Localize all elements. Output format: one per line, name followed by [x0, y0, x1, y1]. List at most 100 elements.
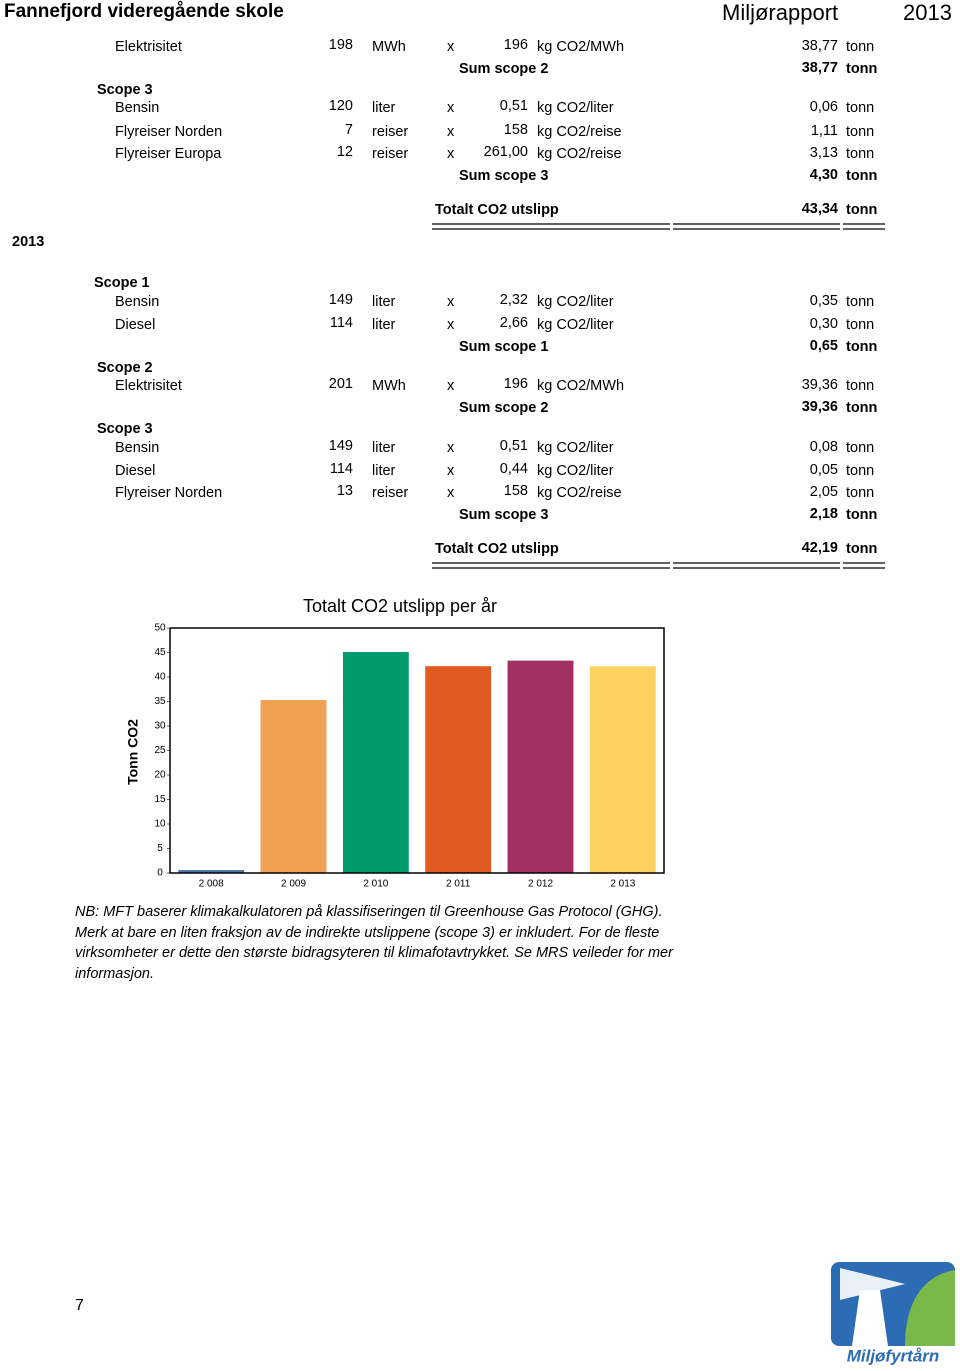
row-label: Bensin	[115, 440, 159, 456]
factor-unit: kg CO2/reise	[537, 124, 622, 140]
x-tick-label: 2 011	[446, 879, 471, 890]
result-unit: tonn	[846, 100, 874, 116]
page-number: 7	[75, 1297, 84, 1314]
x-tick-label: 2 010	[363, 879, 388, 890]
bar	[507, 660, 574, 873]
result-unit: tonn	[846, 541, 877, 557]
factor: 0,44	[500, 461, 528, 477]
quantity: 120	[329, 98, 353, 114]
operator: x	[447, 440, 455, 456]
factor: 0,51	[500, 438, 528, 454]
result-unit: tonn	[846, 507, 877, 523]
result-unit: tonn	[846, 202, 877, 218]
operator: x	[447, 294, 455, 310]
result-unit: tonn	[846, 294, 874, 310]
factor: 2,32	[500, 292, 528, 308]
y-tick-label: 25	[154, 745, 166, 756]
note-paragraph: NB: MFT baserer klimakalkulatoren på kla…	[75, 904, 663, 920]
unit: liter	[372, 440, 396, 456]
scope-heading: Scope 3	[97, 421, 153, 437]
bar	[425, 666, 492, 873]
quantity: 198	[329, 37, 353, 53]
factor: 158	[504, 483, 528, 499]
bar	[178, 870, 245, 873]
factor: 0,51	[500, 98, 528, 114]
row-label: Bensin	[115, 100, 159, 116]
factor-unit: kg CO2/reise	[537, 485, 622, 501]
y-tick-label: 5	[157, 843, 163, 854]
operator: x	[447, 317, 455, 333]
factor-unit: kg CO2/reise	[537, 146, 622, 162]
school-name: Fannefjord videregående skole	[4, 1, 284, 22]
result-unit: tonn	[846, 485, 874, 501]
section-year: 2013	[12, 234, 44, 250]
y-tick-label: 0	[157, 868, 163, 879]
result-unit: tonn	[846, 378, 874, 394]
sum-value: 39,36	[802, 399, 838, 415]
scope-heading: Scope 2	[97, 360, 153, 376]
result: 38,77	[802, 38, 838, 54]
scope-heading: Scope 3	[97, 82, 153, 98]
unit: MWh	[372, 378, 406, 394]
operator: x	[447, 39, 455, 55]
operator: x	[447, 485, 455, 501]
factor: 196	[504, 376, 528, 392]
result: 0,08	[810, 439, 838, 455]
unit: liter	[372, 100, 396, 116]
total-value: 42,19	[802, 540, 838, 556]
result: 0,30	[810, 316, 838, 332]
unit: reiser	[372, 485, 408, 501]
operator: x	[447, 100, 455, 116]
result: 0,35	[810, 293, 838, 309]
unit: liter	[372, 317, 396, 333]
factor-unit: kg CO2/MWh	[537, 378, 624, 394]
factor-unit: kg CO2/liter	[537, 100, 614, 116]
sum-value: 38,77	[802, 60, 838, 76]
y-tick-label: 45	[154, 647, 166, 658]
y-tick-label: 40	[154, 672, 166, 683]
operator: x	[447, 146, 455, 162]
sum-value: 2,18	[810, 506, 838, 522]
bar	[342, 652, 409, 873]
factor-unit: kg CO2/liter	[537, 317, 614, 333]
factor: 261,00	[484, 144, 528, 160]
sum-label: Sum scope 2	[459, 61, 548, 77]
row-label: Elektrisitet	[115, 378, 182, 394]
quantity: 114	[330, 315, 353, 331]
sum-label: Sum scope 3	[459, 507, 548, 523]
total-label: Totalt CO2 utslipp	[435, 541, 559, 557]
row-label: Elektrisitet	[115, 39, 182, 55]
logo-leaf	[905, 1270, 955, 1346]
y-tick-label: 35	[154, 696, 166, 707]
result: 3,13	[810, 145, 838, 161]
quantity: 7	[345, 122, 353, 138]
row-label: Flyreiser Europa	[115, 146, 222, 162]
y-axis-label: Tonn CO2	[125, 719, 141, 785]
scope-heading: Scope 1	[94, 275, 150, 291]
x-tick-label: 2 009	[281, 879, 306, 890]
factor: 2,66	[500, 315, 528, 331]
row-label: Flyreiser Norden	[115, 124, 222, 140]
quantity: 149	[329, 292, 353, 308]
chart-title: Totalt CO2 utslipp per år	[303, 596, 497, 616]
quantity: 13	[337, 483, 353, 499]
quantity: 114	[330, 461, 353, 477]
x-tick-label: 2 012	[528, 879, 553, 890]
row-label: Diesel	[115, 463, 155, 479]
result-unit: tonn	[846, 146, 874, 162]
x-tick-label: 2 008	[199, 879, 224, 890]
result: 39,36	[802, 377, 838, 393]
row-label: Diesel	[115, 317, 155, 333]
bar	[260, 700, 327, 873]
result-unit: tonn	[846, 168, 877, 184]
total-value: 43,34	[802, 201, 838, 217]
sum-value: 0,65	[810, 338, 838, 354]
factor-unit: kg CO2/liter	[537, 463, 614, 479]
note: NB: MFT baserer klimakalkulatoren på kla…	[75, 902, 720, 984]
logo-text: Miljøfyrtårn	[847, 1346, 940, 1365]
sum-value: 4,30	[810, 167, 838, 183]
sum-label: Sum scope 1	[459, 339, 548, 355]
sum-label: Sum scope 2	[459, 400, 548, 416]
